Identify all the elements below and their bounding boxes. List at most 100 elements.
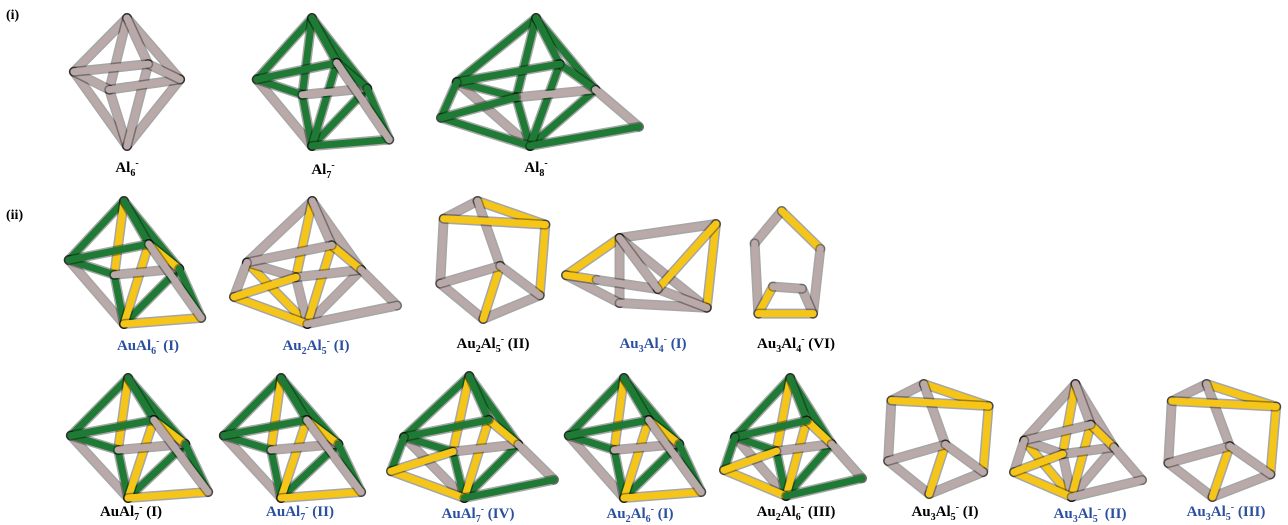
structure-au2al5-ii [435,196,551,324]
bond [124,416,158,502]
bond [436,215,448,288]
caption-aual7-i: AuAl7- (I) [100,502,162,523]
bond [220,374,285,440]
bond [65,256,118,279]
bond [105,86,131,150]
bond [120,197,153,248]
bond [941,441,987,476]
caption-au2al6-iii: Au2Al6- (III) [757,502,836,523]
bond [616,234,711,312]
bond [67,374,132,440]
bond [70,14,131,76]
bond [243,259,311,328]
bond [887,397,993,410]
bond [654,220,720,293]
bond [449,440,522,456]
bond [65,240,153,264]
bond [731,416,811,441]
bond [460,476,558,502]
caption-formula: AuAl7- (II) [266,502,334,523]
caption-formula: Au3Al5- (II) [1053,504,1127,525]
structure-al7 [251,13,395,151]
cluster-au3al4-vi [745,205,830,325]
bond [453,78,520,101]
bond [526,60,564,150]
caption-formula: Au3Al4- (I) [619,334,687,355]
caption-formula: Au3Al4- (VI) [757,334,835,355]
bond [230,293,311,328]
bond [526,123,643,150]
bond [925,441,949,498]
cluster-au3al5-ii [1008,378,1148,503]
bond [114,374,132,454]
bond [1068,476,1146,501]
caption-formula: Au3Al5- (I) [911,502,979,523]
bond [1087,421,1118,451]
section-label-i: (i) [6,8,20,23]
bond [782,474,866,500]
bond [308,136,393,150]
bond [308,59,341,150]
bond [267,446,285,502]
bond [1208,442,1234,501]
caption-formula: Al6- [115,158,139,179]
bond [253,75,306,99]
bond [436,280,487,323]
bond [1010,450,1067,476]
bond [654,285,711,312]
bond [267,374,285,454]
structure-au3al4-i [561,219,721,313]
bond [65,256,128,328]
bond [620,374,653,424]
bond [798,285,817,318]
structure-aual6-i [63,196,207,329]
structure-aual7-iv [386,371,559,503]
cluster-aual7-ii [215,372,370,504]
caption-formula: Al7- [311,160,335,181]
cluster-aual7-i [62,372,217,504]
bond [465,372,493,424]
bond [1068,443,1118,501]
bond [277,416,311,502]
bond [616,299,711,312]
bond [565,432,618,454]
structure-aual7-ii [218,373,367,503]
bond [400,372,473,441]
structure-au3al5-i [883,379,994,499]
bond [565,416,653,440]
bond [514,440,558,484]
bond [220,432,275,454]
bond [731,433,780,455]
bond [786,374,811,424]
bond [1208,470,1274,501]
caption-formula: Au2Al5- (I) [282,336,350,357]
bond [562,234,624,279]
bond [610,374,628,454]
bond [1059,380,1079,458]
cluster-al7 [248,12,398,152]
bond [243,241,336,266]
bond [731,433,790,500]
bond [124,374,158,424]
bond [536,221,549,299]
bond [292,197,316,281]
bond [979,402,993,476]
bond [437,78,461,122]
caption-formula: AuAl7- (I) [99,502,163,523]
caption-al8: Al8- [524,158,547,179]
bond [105,14,131,94]
bond [400,433,468,502]
bond [828,440,866,482]
cluster-au2al6-iii [718,372,868,502]
caption-formula: Au2Al6- (I) [606,504,674,525]
bond [720,466,790,500]
bond [782,416,811,500]
bond [449,372,473,456]
bond [772,447,790,500]
bond [526,86,599,150]
bond [253,59,341,83]
caption-au3al5-iii: Au3Al5- (III) [1187,502,1266,523]
caption-formula: Au3Al5- (III) [1186,502,1266,523]
bond [387,467,468,502]
bond [616,220,720,242]
